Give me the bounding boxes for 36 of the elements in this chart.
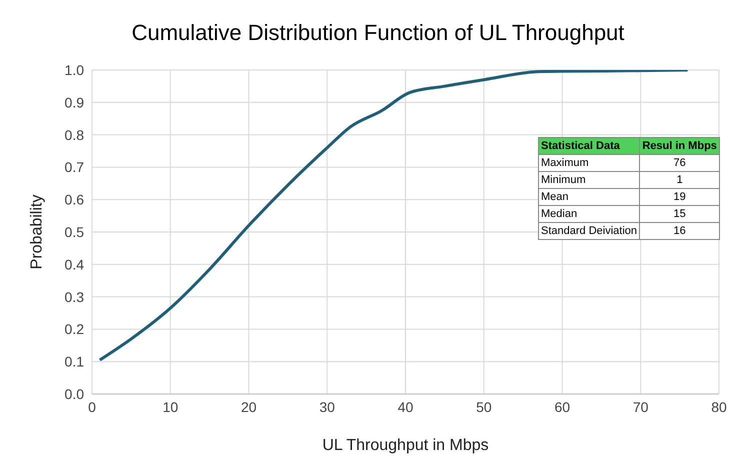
x-axis-title: UL Throughput in Mbps — [322, 437, 489, 454]
x-tick-label: 30 — [319, 398, 336, 415]
annotation: 15 — [640, 206, 720, 222]
annotation: Maximum — [538, 154, 640, 172]
y-tick-label: 1.0 — [64, 62, 84, 78]
x-tick-label: 60 — [554, 398, 570, 415]
annotation: Statistical Data — [538, 138, 640, 154]
x-tick-label: 10 — [162, 398, 178, 415]
y-axis-title: Probability — [28, 194, 46, 270]
annotation: Resul in Mbps — [640, 138, 720, 154]
chart-title: Cumulative Distribution Function of UL Throughput — [130, 20, 626, 46]
y-tick-label: 0.2 — [64, 321, 84, 338]
annotation: 19 — [640, 188, 720, 206]
x-tick-label: 40 — [398, 398, 414, 415]
annotation: 16 — [640, 222, 720, 240]
line-series — [98, 70, 690, 362]
annotation: Standard Deiviation — [538, 222, 640, 240]
annotation: Minimum — [538, 172, 640, 188]
y-tick-label: 0.1 — [64, 354, 84, 370]
y-tick-label: 0.3 — [64, 288, 84, 305]
y-tick-label: 0.4 — [64, 256, 84, 272]
x-tick-label: 80 — [711, 398, 727, 415]
y-tick-label: 0.6 — [64, 192, 84, 208]
x-tick-label: 0 — [88, 398, 96, 415]
y-tick-label: 0.0 — [64, 386, 84, 402]
x-tick-label: 20 — [240, 398, 257, 415]
y-tick-label: 0.9 — [64, 94, 84, 110]
y-tick-label: 0.8 — [64, 126, 84, 143]
annotation: 1 — [640, 172, 720, 188]
annotation: Median — [538, 206, 640, 222]
y-tick-label: 0.5 — [64, 224, 84, 240]
annotation: 76 — [640, 154, 720, 172]
x-tick-label: 50 — [476, 398, 492, 415]
annotation: Mean — [538, 188, 640, 206]
y-tick-label: 0.7 — [64, 159, 84, 176]
x-tick-label: 70 — [632, 398, 649, 415]
